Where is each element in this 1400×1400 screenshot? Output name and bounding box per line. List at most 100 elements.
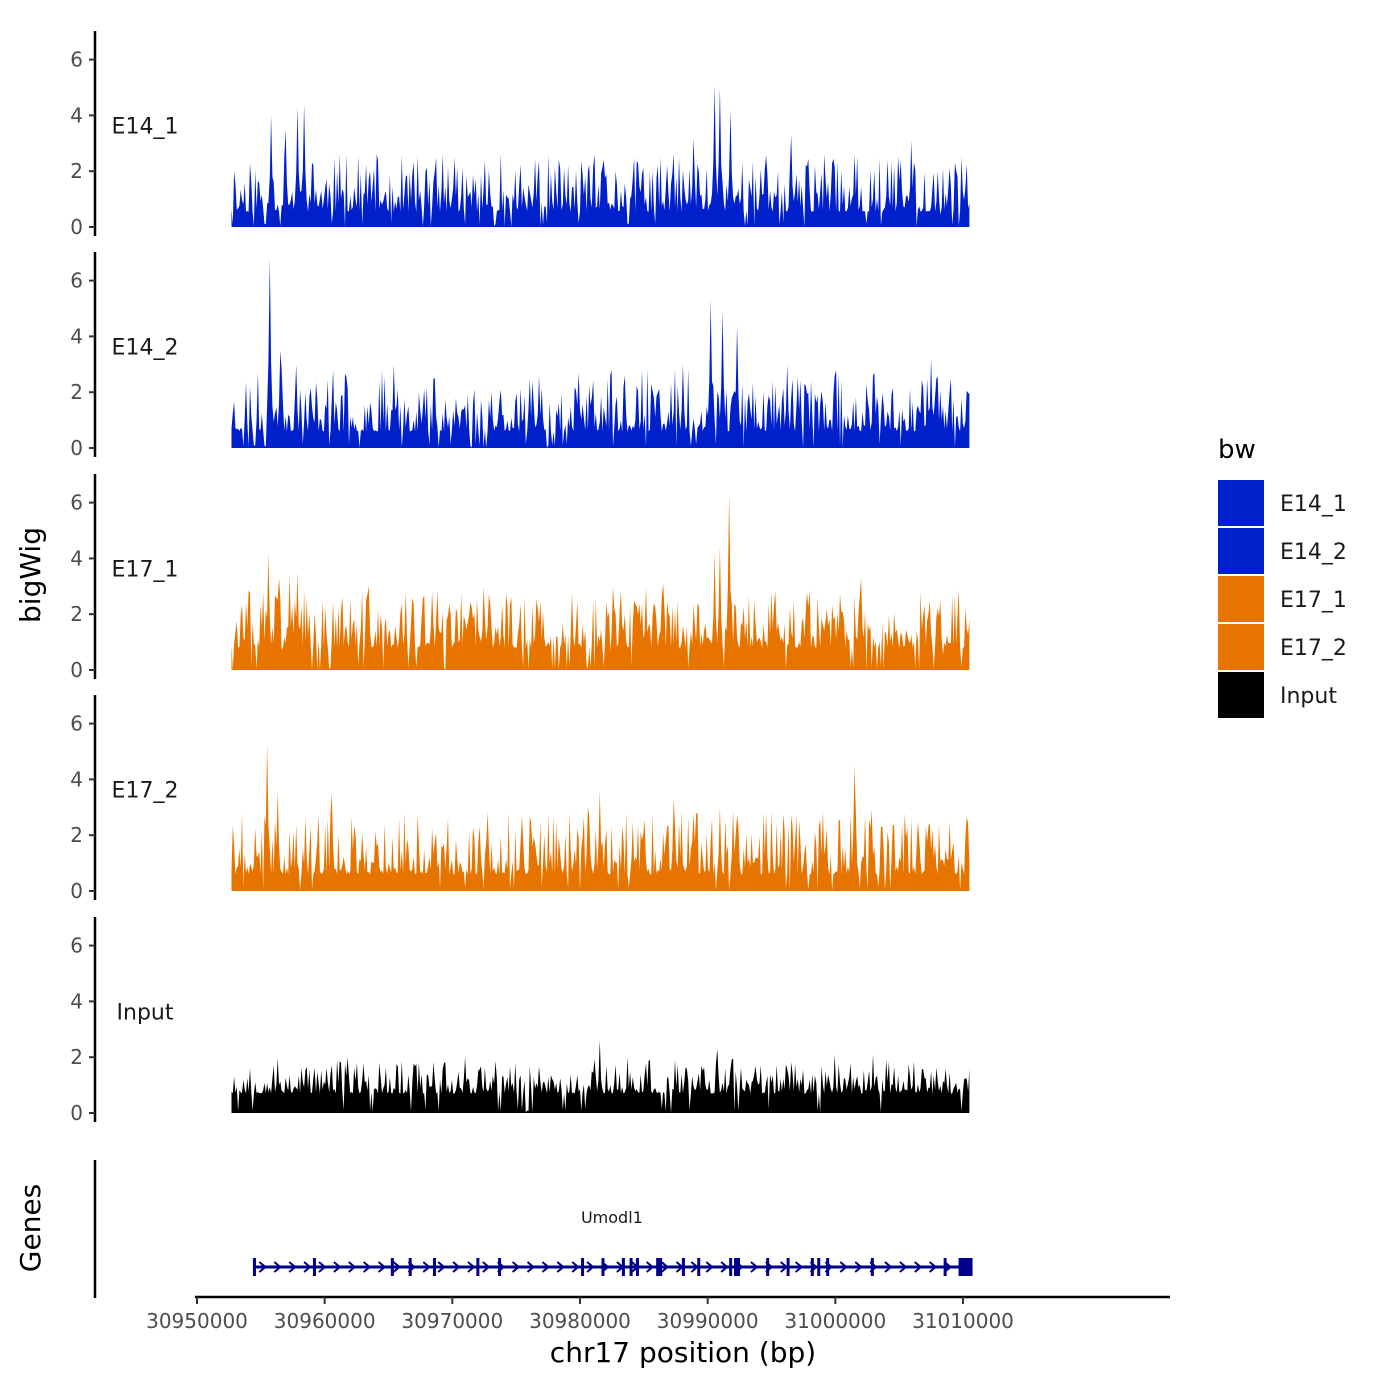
coverage-tracks: 0 2 4 6 E14_1 0 2 4 6 E14_2 0 2 4 6 E17_1 0 2 4 6 E17_2 0 2 4 6… — [70, 31, 970, 1125]
strand-arrow — [348, 1261, 357, 1273]
y-tick-label: 4 — [70, 546, 83, 570]
x-tick-label: 31000000 — [784, 1309, 886, 1333]
strand-arrow — [422, 1261, 431, 1273]
y-tick-label: 0 — [70, 879, 83, 903]
y-tick-label: 4 — [70, 767, 83, 791]
strand-arrow — [482, 1261, 491, 1273]
x-tick-label: 30970000 — [401, 1309, 503, 1333]
legend-title: bw — [1218, 435, 1256, 465]
exon — [656, 1258, 663, 1276]
exon — [476, 1258, 480, 1276]
y-tick-label: 2 — [70, 823, 83, 847]
coverage-area-E14_2 — [231, 258, 970, 448]
coverage-area-E14_1 — [231, 84, 970, 227]
strand-arrow — [467, 1261, 476, 1273]
legend-label: E14_1 — [1280, 492, 1347, 517]
x-tick-label: 30950000 — [146, 1309, 248, 1333]
strand-arrow — [333, 1261, 342, 1273]
x-axis: 30950000 30960000 30970000 30980000 30990000… — [146, 1295, 1170, 1333]
strand-arrow — [571, 1261, 580, 1273]
strand-arrow — [646, 1261, 655, 1273]
y-tick-label: 2 — [70, 1045, 83, 1069]
gene-name-label: Umodl1 — [581, 1208, 643, 1227]
exon — [629, 1258, 633, 1276]
strand-arrow — [854, 1261, 863, 1273]
track-E17_1: 0 2 4 6 E17_1 — [70, 474, 970, 682]
track-E17_2: 0 2 4 6 E17_2 — [70, 695, 970, 903]
strand-arrow — [884, 1261, 893, 1273]
exon — [817, 1258, 821, 1276]
track-Input: 0 2 4 6 Input — [70, 917, 970, 1125]
y-tick-label: 0 — [70, 215, 83, 239]
strand-arrow — [511, 1261, 521, 1273]
legend-label: E14_2 — [1280, 540, 1347, 565]
exon — [432, 1258, 436, 1276]
track-E14_1: 0 2 4 6 E14_1 — [70, 31, 970, 239]
strand-arrow — [899, 1261, 908, 1273]
y-tick-label: 0 — [70, 658, 83, 682]
y-tick-label: 0 — [70, 436, 83, 460]
y-axis-title: bigWig — [14, 527, 47, 623]
legend-label: Input — [1280, 684, 1337, 709]
strand-arrow — [586, 1261, 595, 1273]
exon — [943, 1258, 947, 1276]
track-label: E17_2 — [112, 779, 179, 804]
legend-label: E17_1 — [1280, 588, 1347, 613]
strand-arrow — [839, 1261, 848, 1273]
strand-arrow — [273, 1261, 282, 1273]
exon — [390, 1258, 394, 1276]
exon — [601, 1258, 605, 1276]
exon — [408, 1258, 412, 1276]
track-label: E14_2 — [112, 336, 179, 361]
legend-swatch-E17_1 — [1218, 576, 1264, 622]
legend-swatch-Input — [1218, 672, 1264, 718]
strand-arrow — [914, 1261, 923, 1273]
y-tick-label: 2 — [70, 602, 83, 626]
y-tick-label: 4 — [70, 324, 83, 348]
exon — [958, 1258, 973, 1276]
y-tick-label: 6 — [70, 48, 83, 72]
track-label: E17_1 — [112, 558, 179, 583]
gene-track-title: Genes — [14, 1184, 47, 1272]
exon — [870, 1258, 874, 1276]
strand-arrow — [556, 1261, 565, 1273]
strand-arrow — [720, 1261, 729, 1273]
exon — [810, 1258, 814, 1276]
x-tick-label: 30980000 — [529, 1309, 631, 1333]
exon — [581, 1258, 585, 1276]
strand-arrow — [794, 1261, 804, 1273]
exon — [681, 1258, 685, 1276]
strand-arrow — [660, 1261, 670, 1273]
y-tick-label: 2 — [70, 159, 83, 183]
gene-track: Umodl1 — [93, 1160, 973, 1298]
strand-arrow — [541, 1261, 550, 1273]
track-E14_2: 0 2 4 6 E14_2 — [70, 252, 970, 460]
x-tick-label: 30990000 — [657, 1309, 759, 1333]
strand-arrow — [452, 1261, 461, 1273]
y-tick-label: 6 — [70, 491, 83, 515]
y-tick-label: 6 — [70, 934, 83, 958]
strand-arrow — [318, 1261, 327, 1273]
strand-arrow — [363, 1261, 372, 1273]
strand-arrow — [392, 1261, 401, 1273]
exon — [729, 1258, 733, 1276]
exon — [786, 1258, 790, 1276]
coverage-area-E17_2 — [231, 743, 970, 891]
exon — [312, 1258, 316, 1276]
y-tick-label: 6 — [70, 712, 83, 736]
exon — [734, 1258, 741, 1276]
coverage-area-E17_1 — [231, 494, 970, 670]
legend-swatch-E17_2 — [1218, 624, 1264, 670]
exon — [635, 1258, 639, 1276]
y-tick-label: 0 — [70, 1101, 83, 1125]
legend: bw E14_1 E14_2 E17_1 E17_2 Input — [1218, 435, 1347, 718]
strand-arrow — [705, 1261, 714, 1273]
x-tick-label: 31010000 — [912, 1309, 1014, 1333]
strand-arrow — [258, 1261, 267, 1273]
x-axis-title: chr17 position (bp) — [550, 1336, 816, 1369]
legend-label: E17_2 — [1280, 636, 1347, 661]
y-tick-label: 2 — [70, 380, 83, 404]
x-tick-label: 30960000 — [274, 1309, 376, 1333]
strand-arrow — [750, 1261, 759, 1273]
